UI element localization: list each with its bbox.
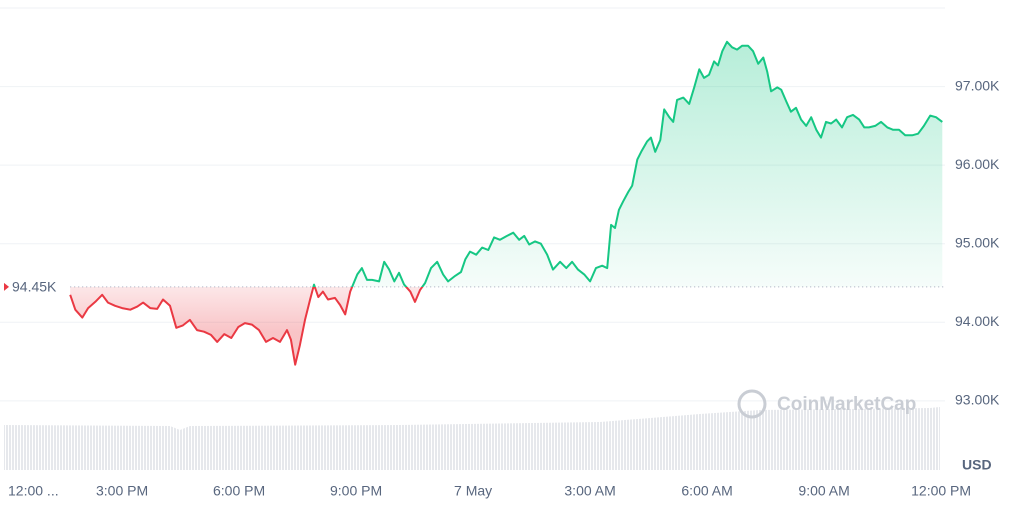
y-tick-label: 95.00K (955, 234, 1000, 250)
y-tick-label: 93.00K (955, 392, 1000, 408)
baseline-label: 94.45K (12, 279, 57, 295)
y-tick-label: 94.00K (955, 313, 1000, 329)
watermark-text: CoinMarketCap (777, 394, 916, 415)
y-tick-label: 97.00K (955, 77, 1000, 93)
watermark: CoinMarketCap (737, 389, 916, 419)
volume-band (4, 407, 940, 470)
x-tick-label: 7 May (454, 483, 492, 499)
x-tick-label: 12:00 PM (911, 483, 971, 499)
y-tick-label: 96.00K (955, 156, 1000, 172)
x-tick-label: 3:00 AM (564, 483, 615, 499)
price-area (70, 41, 943, 365)
currency-label: USD (962, 457, 992, 473)
x-tick-label: 12:00 ... (8, 483, 59, 499)
baseline-marker (4, 282, 9, 291)
price-line (69, 40, 943, 366)
x-tick-label: 9:00 AM (798, 483, 849, 499)
baseline-label-bg (8, 277, 66, 296)
x-tick-label: 6:00 PM (213, 483, 265, 499)
x-tick-label: 9:00 PM (330, 483, 382, 499)
x-tick-label: 3:00 PM (96, 483, 148, 499)
x-tick-label: 6:00 AM (681, 483, 732, 499)
